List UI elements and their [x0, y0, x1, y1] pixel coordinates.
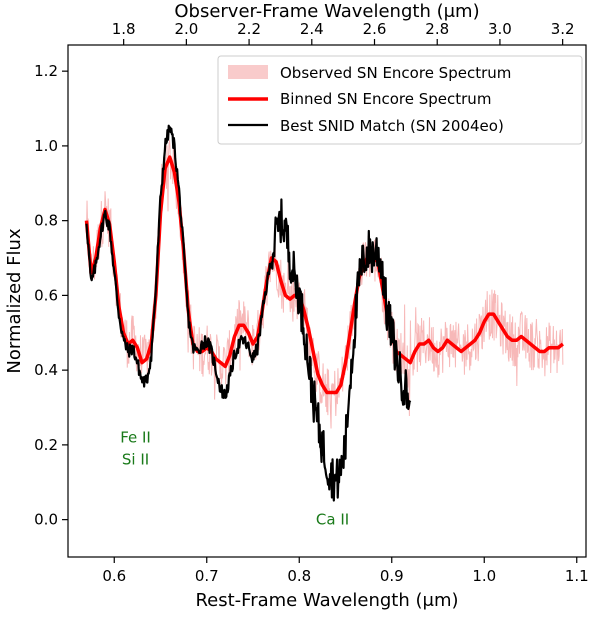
y-tick-label: 0.4	[34, 361, 58, 379]
x-tick-label: 1.1	[565, 567, 589, 585]
plot-frame	[67, 44, 587, 558]
x-tick-label: 0.8	[287, 567, 311, 585]
y-tick-label: 0.8	[34, 212, 58, 230]
series-binned-spectrum	[84, 155, 564, 395]
y-tick-label: 0.0	[34, 511, 58, 529]
annotation-label: Ca II	[316, 511, 349, 529]
annotations-layer: Fe II Si II Ca II	[120, 429, 349, 529]
legend: Observed SN Encore Spectrum Binned SN En…	[217, 55, 583, 145]
x2-tick-label: 2.8	[425, 20, 449, 38]
x2-axis-title: Observer-Frame Wavelength (μm)	[174, 1, 479, 22]
y-axis-title: Normalized Flux	[4, 228, 25, 374]
series-layer	[84, 124, 564, 502]
x-tick-label: 1.0	[472, 567, 496, 585]
x2-tick-label: 1.8	[112, 20, 136, 38]
x2-tick-label: 2.6	[363, 20, 387, 38]
legend-label-snid: Best SNID Match (SN 2004eo)	[280, 117, 504, 135]
legend-swatch-observed	[228, 65, 268, 79]
x2-tick-label: 2.2	[237, 20, 261, 38]
series-snid-match	[85, 124, 412, 502]
x-tick-label: 0.6	[102, 567, 126, 585]
x-tick-label: 0.7	[195, 567, 219, 585]
legend-label-binned: Binned SN Encore Spectrum	[280, 90, 491, 108]
y-tick-label: 0.6	[34, 286, 58, 304]
ticks-layer: 0.6 0.7 0.8 0.9 1.0 1.1 0.0 0.2 0.4 0.6 0.8 1.0 1.2 1…	[34, 20, 589, 585]
annotation-label: Si II	[122, 451, 149, 469]
x-axis-title: Rest-Frame Wavelength (μm)	[195, 590, 458, 611]
y-tick-label: 0.2	[34, 436, 58, 454]
x2-tick-label: 3.0	[488, 20, 512, 38]
legend-label-observed: Observed SN Encore Spectrum	[280, 64, 511, 82]
annotation-label: Fe II	[120, 429, 151, 447]
legend-frame	[217, 55, 583, 145]
x2-tick-label: 2.0	[174, 20, 198, 38]
y-tick-label: 1.2	[34, 62, 58, 80]
x2-tick-label: 3.2	[551, 20, 575, 38]
y-tick-label: 1.0	[34, 137, 58, 155]
x-tick-label: 0.9	[380, 567, 404, 585]
x2-tick-label: 2.4	[300, 20, 324, 38]
